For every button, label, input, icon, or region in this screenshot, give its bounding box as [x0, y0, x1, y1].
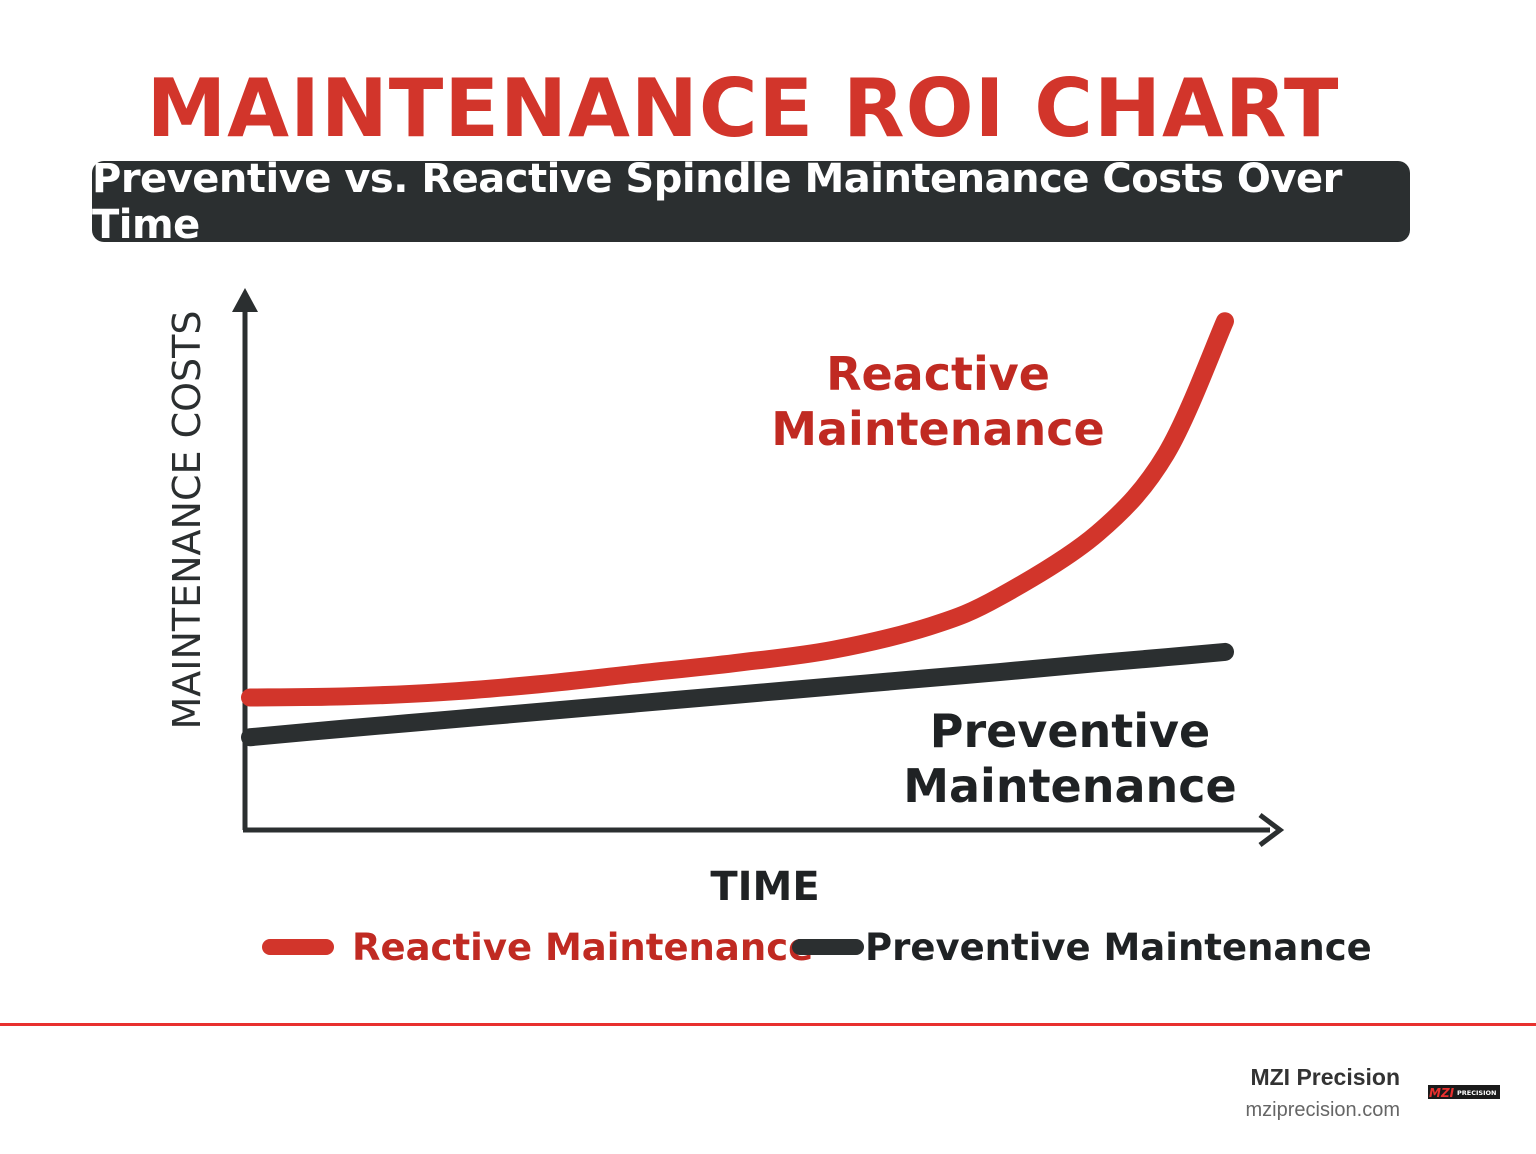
series-label: Maintenance — [903, 759, 1237, 813]
footer-divider — [0, 1023, 1536, 1026]
legend: Reactive Maintenance Preventive Maintenan… — [262, 926, 1372, 969]
subtitle-banner: Preventive vs. Reactive Spindle Maintena… — [92, 156, 1410, 248]
chart-title: MAINTENANCE ROI CHART — [146, 62, 1340, 155]
series-label: Maintenance — [771, 402, 1105, 456]
legend-label: Reactive Maintenance — [352, 926, 813, 969]
svg-text:MZI: MZI — [1429, 1086, 1455, 1100]
y-axis-arrow — [232, 288, 258, 312]
website-link[interactable]: mziprecision.com — [1245, 1099, 1400, 1121]
x-axis-label: TIME — [710, 864, 819, 910]
mzi-logo: MZI PRECISION — [1428, 1085, 1500, 1100]
series-lines — [241, 312, 1234, 747]
svg-text:PRECISION: PRECISION — [1457, 1089, 1496, 1097]
chart-subtitle: Preventive vs. Reactive Spindle Maintena… — [92, 155, 1342, 248]
series-line-reactive-maintenance — [241, 312, 1234, 707]
line-chart: MAINTENANCE COSTS TIME ReactiveMaintenan… — [165, 288, 1372, 969]
series-label: Preventive — [930, 704, 1210, 758]
legend-label: Preventive Maintenance — [865, 926, 1372, 969]
series-label: Reactive — [826, 347, 1050, 401]
y-axis-label: MAINTENANCE COSTS — [165, 310, 209, 729]
x-axis-arrow — [1258, 813, 1285, 847]
series-line-preventive-maintenance — [241, 642, 1234, 747]
brand-name: MZI Precision — [1250, 1064, 1400, 1090]
